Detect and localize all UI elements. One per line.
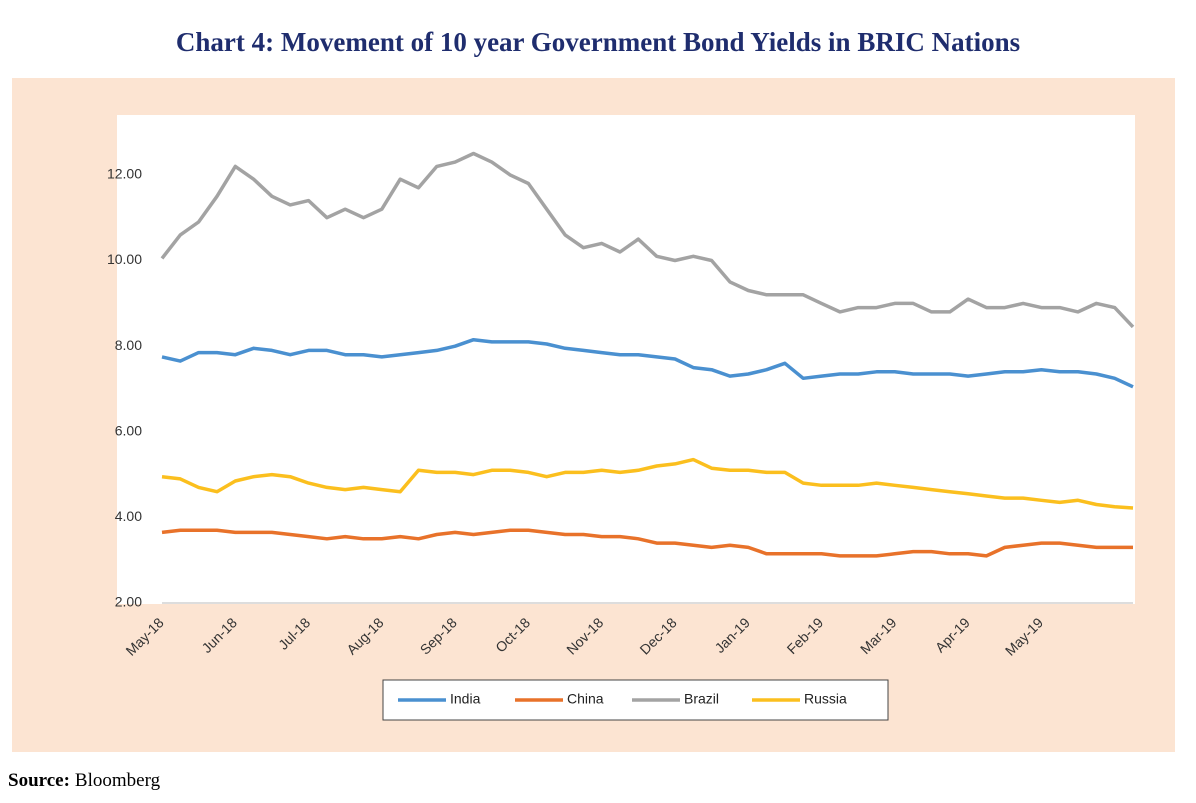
legend-label: India xyxy=(450,691,481,707)
legend-label: China xyxy=(567,691,604,707)
y-tick-label: 6.00 xyxy=(115,422,142,438)
line-series xyxy=(161,457,1134,510)
y-tick-label: 12.00 xyxy=(107,166,142,182)
y-tick-label: 2.00 xyxy=(115,594,142,610)
y-tick-label: 8.00 xyxy=(115,337,142,353)
chart-title: Chart 4: Movement of 10 year Government … xyxy=(176,27,1020,57)
source-note: Source: Bloomberg xyxy=(8,770,161,791)
legend-label: Brazil xyxy=(684,691,719,707)
plot-area xyxy=(117,115,1135,604)
line-series xyxy=(161,528,1133,558)
legend-box xyxy=(382,679,889,721)
legend-label: Russia xyxy=(804,691,847,707)
y-tick-label: 4.00 xyxy=(115,508,142,524)
y-tick-label: 10.00 xyxy=(107,251,142,267)
line-series xyxy=(161,337,1134,389)
source-label: Source: xyxy=(8,770,70,791)
line-series xyxy=(160,151,1135,329)
source-text: Bloomberg xyxy=(75,770,161,791)
